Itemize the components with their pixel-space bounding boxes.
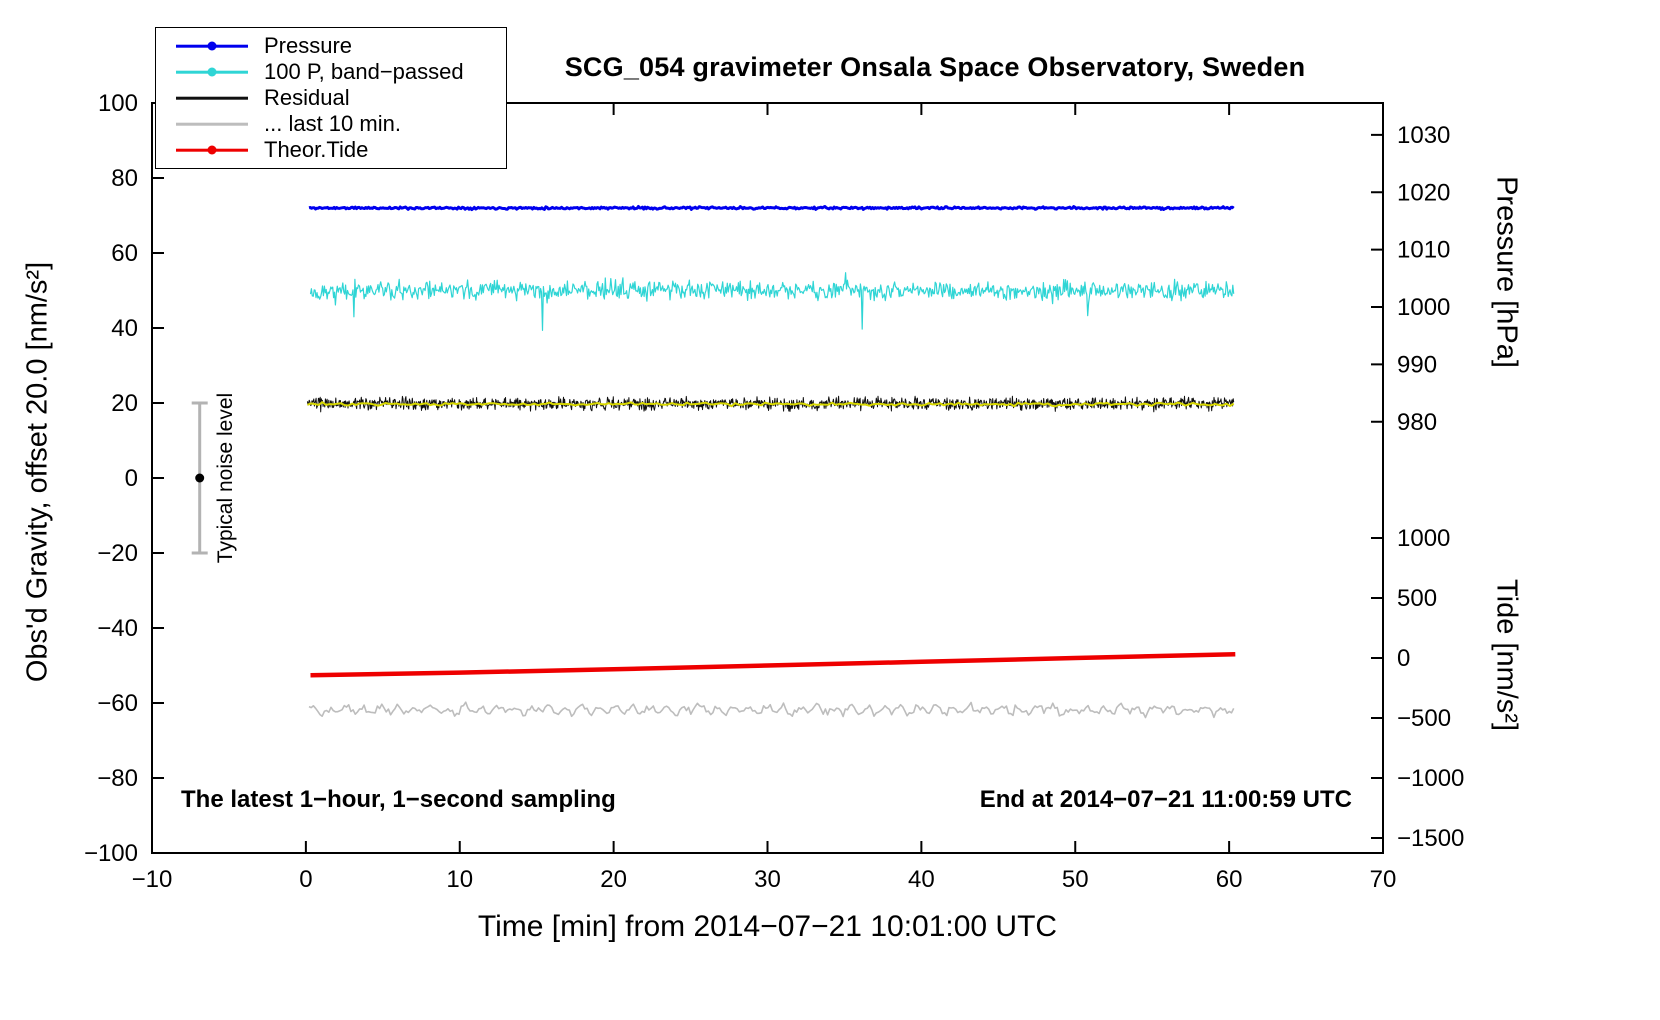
series-theor-tide xyxy=(310,652,1236,678)
right-tick-label: −1500 xyxy=(1397,825,1464,852)
legend-item: Pressure xyxy=(156,33,506,59)
x-tick-label: 0 xyxy=(299,866,312,893)
y-tick-label: 100 xyxy=(98,90,138,117)
chart-title: SCG_054 gravimeter Onsala Space Observat… xyxy=(564,52,1306,82)
legend-line-dot-sample xyxy=(176,40,248,52)
x-tick-label: 60 xyxy=(1216,866,1243,893)
y-tick-label: 0 xyxy=(125,465,138,492)
noise-level-marker xyxy=(191,401,208,555)
legend-label: 100 P, band−passed xyxy=(264,59,464,84)
x-axis-label: Time [min] from 2014−07−21 10:01:00 UTC xyxy=(477,910,1058,943)
y-tick-label: −100 xyxy=(84,840,138,867)
right-tick-label: 500 xyxy=(1397,585,1437,612)
legend-item: 100 P, band−passed xyxy=(156,59,506,85)
y-axis-label-tide: Tide [nm/s²] xyxy=(1490,578,1523,732)
series-residual-last10 xyxy=(308,701,1235,719)
y-axis-gravity-ticks: 100 80 60 40 20 0 −20 −40 −60 −80 −100 xyxy=(84,90,164,867)
legend-label: Theor.Tide xyxy=(264,137,369,162)
legend-label: Residual xyxy=(264,85,350,110)
right-tick-label: 1000 xyxy=(1397,525,1450,552)
x-axis-ticks: −10 0 10 20 30 40 50 60 70 xyxy=(132,103,1397,893)
right-tick-label: 1030 xyxy=(1397,122,1450,149)
series-pressure-bandpassed xyxy=(309,272,1235,331)
legend-label: Pressure xyxy=(264,33,353,58)
end-time-note: End at 2014−07−21 11:00:59 UTC xyxy=(979,786,1352,813)
series-residual-mean xyxy=(307,401,1235,408)
sampling-note: The latest 1−hour, 1−second sampling xyxy=(181,786,616,813)
y-tick-label: 60 xyxy=(111,240,138,267)
noise-level-dot xyxy=(195,473,205,483)
y-tick-label: 40 xyxy=(111,315,138,342)
x-tick-label: 10 xyxy=(446,866,473,893)
right-tick-label: 0 xyxy=(1397,645,1410,672)
legend-item: ... last 10 min. xyxy=(156,111,506,137)
x-tick-label: 30 xyxy=(754,866,781,893)
right-tick-label: 980 xyxy=(1397,409,1437,436)
y-tick-label: −60 xyxy=(97,690,138,717)
right-tick-label: 1020 xyxy=(1397,179,1450,206)
legend-label: ... last 10 min. xyxy=(264,111,401,136)
legend-line-sample xyxy=(176,92,248,104)
y-axis-right-ticks: 1030 1020 1010 1000 990 980 1000 500 0 −500 −1000 −… xyxy=(1371,122,1464,852)
y-tick-label: −20 xyxy=(97,540,138,567)
right-tick-label: 1000 xyxy=(1397,294,1450,321)
y-axis-label-gravity: Obs'd Gravity, offset 20.0 [nm/s²] xyxy=(21,261,54,683)
legend-line-sample xyxy=(176,118,248,130)
series-pressure xyxy=(308,205,1235,212)
plot-frame xyxy=(151,102,1384,854)
legend-item: Residual xyxy=(156,85,506,111)
legend-line-dot-sample xyxy=(176,144,248,156)
x-tick-label: 40 xyxy=(908,866,935,893)
right-tick-label: 990 xyxy=(1397,351,1437,378)
right-tick-label: −1000 xyxy=(1397,765,1464,792)
x-tick-label: 50 xyxy=(1062,866,1089,893)
y-tick-label: −80 xyxy=(97,765,138,792)
y-tick-label: 20 xyxy=(111,390,138,417)
x-tick-label: −10 xyxy=(132,866,173,893)
legend-item: Theor.Tide xyxy=(156,137,506,163)
legend: Pressure 100 P, band−passed Residual... la… xyxy=(155,27,507,169)
right-tick-label: 1010 xyxy=(1397,237,1450,264)
legend-line-dot-sample xyxy=(176,66,248,78)
noise-level-label: Typical noise level xyxy=(214,392,237,564)
right-tick-label: −500 xyxy=(1397,705,1451,732)
y-tick-label: −40 xyxy=(97,615,138,642)
y-tick-label: 80 xyxy=(111,165,138,192)
y-axis-label-pressure: Pressure [hPa] xyxy=(1490,176,1523,368)
x-tick-label: 20 xyxy=(600,866,627,893)
x-tick-label: 70 xyxy=(1370,866,1397,893)
